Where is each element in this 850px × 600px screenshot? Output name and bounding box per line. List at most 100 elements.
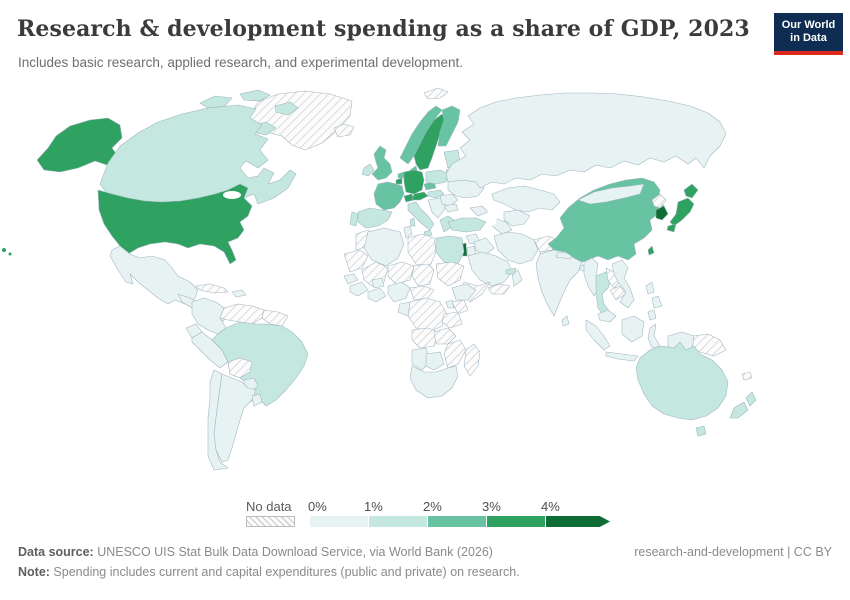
country-laos[interactable] [605,267,621,289]
country-guyanas[interactable] [261,309,289,327]
country-france[interactable] [373,181,405,211]
country-svalbard[interactable] [423,87,449,100]
country-peru[interactable] [191,331,229,369]
country-austria[interactable] [411,191,429,201]
country-italy[interactable] [407,201,435,231]
country-south-africa[interactable] [409,365,459,399]
country-ethiopia[interactable] [451,283,477,301]
country-burkina-faso[interactable] [371,277,385,289]
country-borneo[interactable] [621,315,645,343]
country-south-korea[interactable] [655,205,669,221]
country-philippines-visayas[interactable] [651,295,663,309]
country-cuba[interactable] [195,283,229,294]
legend-swatch-3-4[interactable] [487,516,546,527]
country-australia[interactable] [635,341,729,421]
country-canada-arctic[interactable] [274,101,299,116]
country-mongolia[interactable] [577,183,645,205]
country-bulgaria[interactable] [443,203,459,213]
country-java[interactable] [605,351,639,362]
country-russia[interactable] [445,92,727,189]
country-uzbekistan[interactable] [503,209,531,227]
country-tanzania[interactable] [441,311,463,329]
country-romania[interactable] [439,193,459,207]
country-new-zealand-north[interactable] [745,391,757,407]
legend-no-data-swatch[interactable] [246,516,295,527]
country-gabon-congo[interactable] [397,301,411,317]
country-finland[interactable] [437,105,461,147]
country-iraq[interactable] [473,237,495,257]
country-new-caledonia[interactable] [741,371,753,381]
owid-logo[interactable]: Our World in Data [774,13,843,55]
country-japan-honshu[interactable] [669,197,695,227]
country-sardinia[interactable] [409,217,416,227]
country-malaysia[interactable] [597,309,617,323]
country-bolivia[interactable] [227,357,253,379]
country-mozambique-zimbabwe[interactable] [443,339,467,369]
legend-swatch-2-3[interactable] [428,516,487,527]
country-india[interactable] [535,249,583,317]
country-madagascar[interactable] [463,343,481,377]
country-sulawesi[interactable] [647,323,661,349]
country-algeria[interactable] [363,227,405,267]
country-nigeria[interactable] [387,281,411,303]
legend-swatch-4plus[interactable] [546,516,610,527]
country-turkey[interactable] [447,217,487,233]
country-canada-arctic[interactable] [239,89,271,102]
permalink-license-link[interactable]: research-and-development | CC BY [634,545,832,559]
country-kazakhstan[interactable] [491,185,561,213]
country-netherlands[interactable] [397,171,405,179]
country-dr-congo[interactable] [407,297,447,333]
country-japan-kyushu[interactable] [666,223,677,233]
country-united-states[interactable] [97,183,253,265]
country-yemen[interactable] [487,283,511,295]
country-north-korea[interactable] [651,193,667,209]
country-uae[interactable] [505,267,517,275]
country-iceland[interactable] [333,123,355,138]
country-libya[interactable] [407,233,437,267]
country-portugal[interactable] [349,211,359,227]
country-zambia[interactable] [433,327,457,345]
country-caucasus[interactable] [469,205,489,217]
country-alaska[interactable] [36,117,123,173]
country-venezuela[interactable] [219,303,265,325]
country-kenya[interactable] [451,299,469,315]
country-sudan[interactable] [435,261,465,287]
country-hispaniola[interactable] [231,289,247,298]
country-senegal[interactable] [343,273,359,285]
country-ireland[interactable] [361,163,375,177]
country-ghana-ivory-coast[interactable] [367,287,387,303]
country-niger[interactable] [387,261,415,285]
country-japan-hokkaido[interactable] [683,183,699,199]
country-canada-arctic[interactable] [199,95,233,109]
country-philippines-luzon[interactable] [645,281,655,295]
country-guinea[interactable] [349,281,369,297]
country-egypt[interactable] [435,235,465,265]
country-hawaii[interactable] [2,248,6,252]
country-cameroon-car[interactable] [409,285,435,301]
legend-swatch-0-1[interactable] [310,516,369,527]
country-new-zealand-south[interactable] [729,401,749,419]
country-argentina[interactable] [213,373,257,463]
country-saudi-arabia[interactable] [467,251,513,287]
country-oman[interactable] [511,269,523,287]
country-mexico[interactable] [109,245,199,305]
country-poland[interactable] [425,169,449,185]
country-tasmania[interactable] [695,425,707,437]
country-vietnam[interactable] [611,259,635,309]
country-angola[interactable] [411,327,439,349]
country-botswana[interactable] [425,351,445,371]
country-germany[interactable] [403,169,425,195]
country-iran[interactable] [493,231,539,265]
country-china[interactable] [547,177,665,263]
country-uruguay[interactable] [251,393,263,407]
country-spain[interactable] [357,207,393,229]
legend-swatch-1-2[interactable] [369,516,428,527]
country-western-sahara-mauritania[interactable] [343,249,369,273]
country-sumatra[interactable] [585,319,611,351]
country-greenland[interactable] [247,90,353,151]
country-philippines-mindanao[interactable] [647,309,657,321]
country-chad[interactable] [411,263,435,287]
country-hawaii[interactable] [8,252,12,256]
country-belgium[interactable] [395,177,403,185]
country-brazil[interactable] [211,321,309,407]
